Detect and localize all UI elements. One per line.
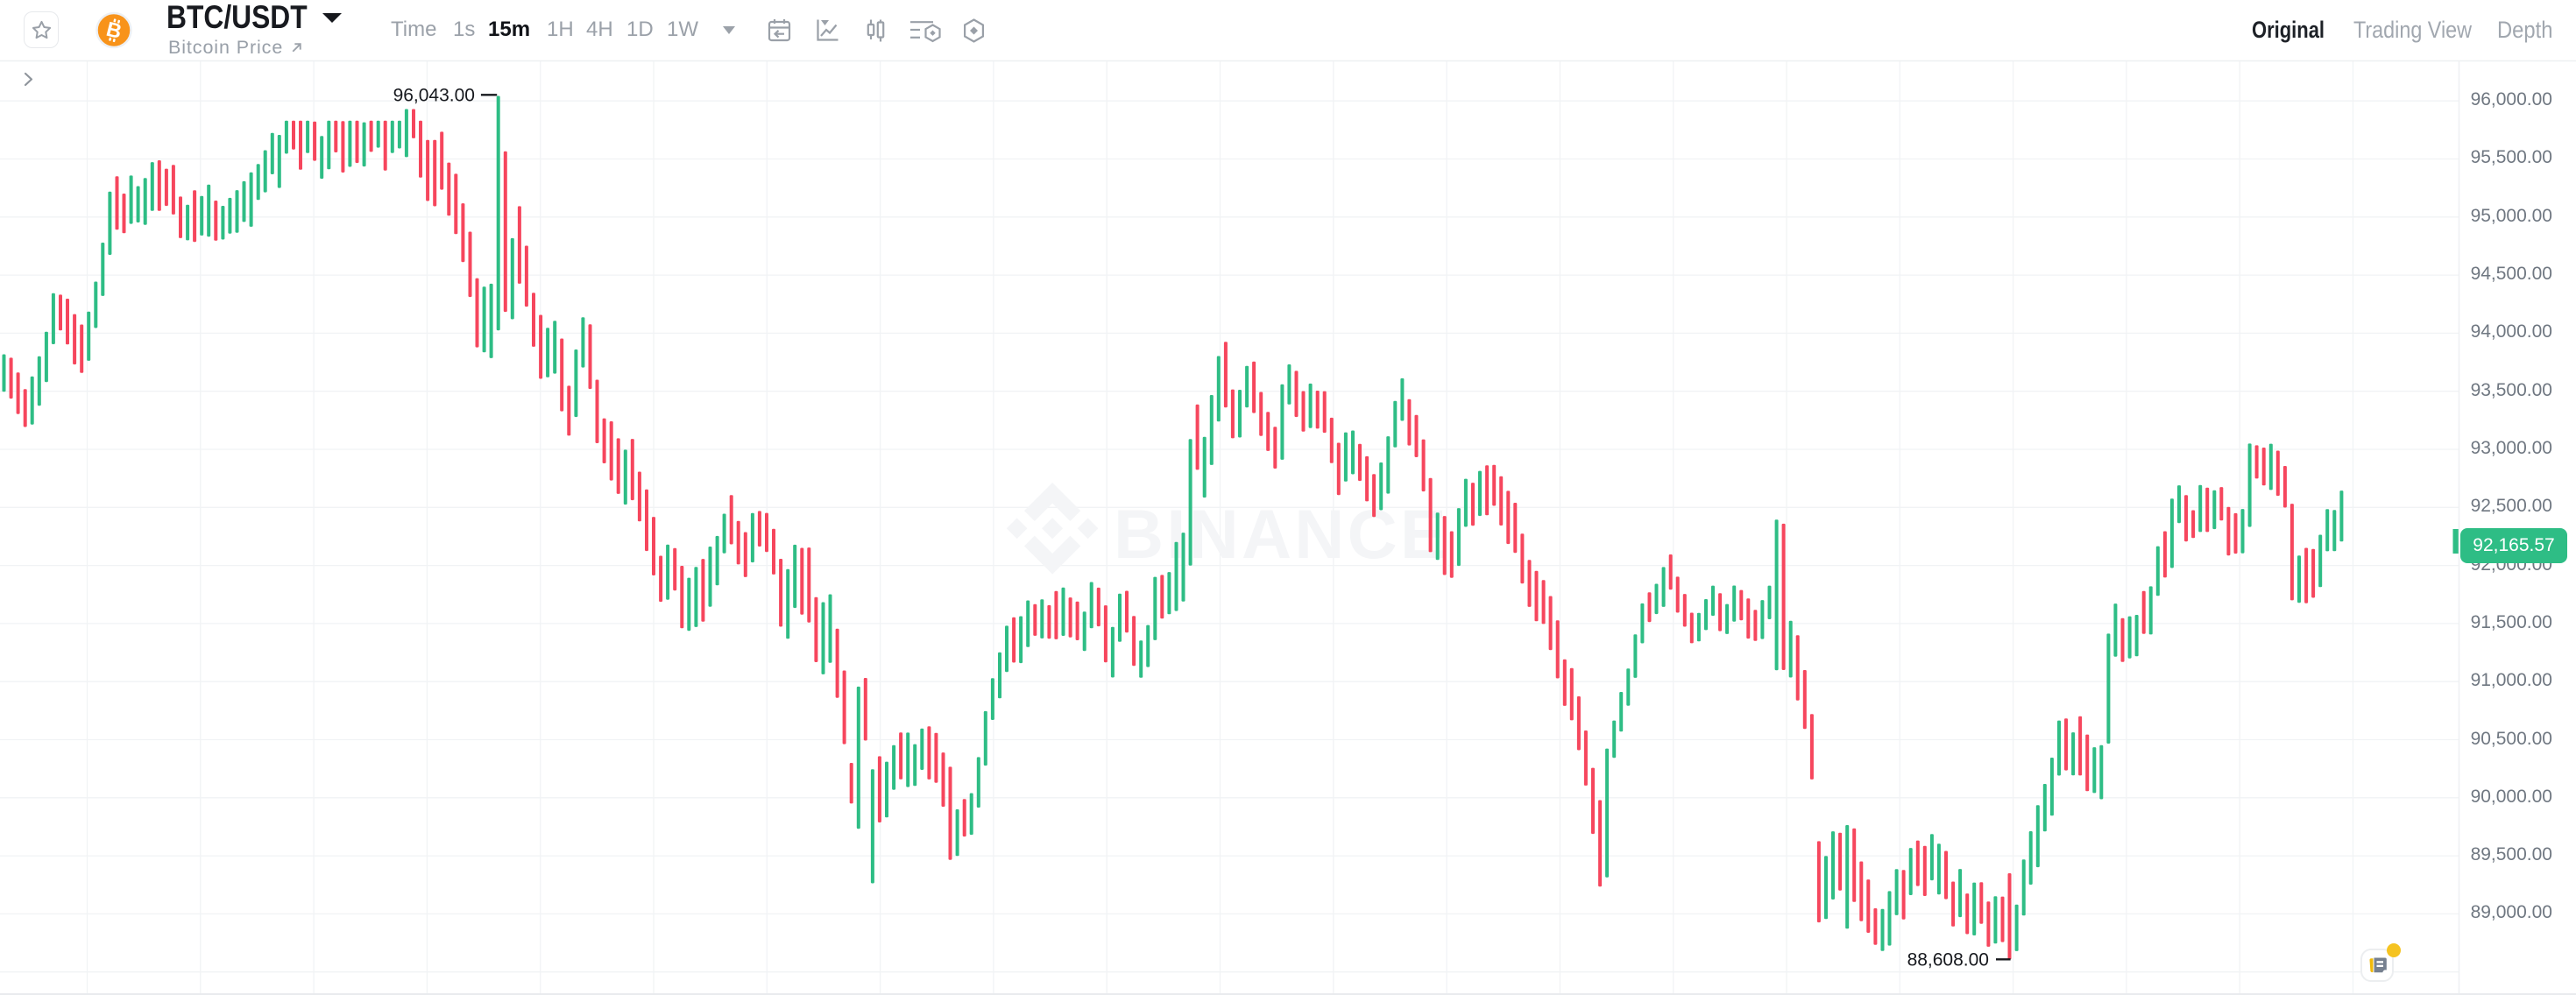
svg-text:BINANCE: BINANCE (1114, 495, 1449, 573)
svg-text:96,043.00: 96,043.00 (393, 86, 475, 106)
svg-text:B: B (104, 18, 124, 43)
svg-text:88,608.00: 88,608.00 (1907, 950, 1989, 970)
